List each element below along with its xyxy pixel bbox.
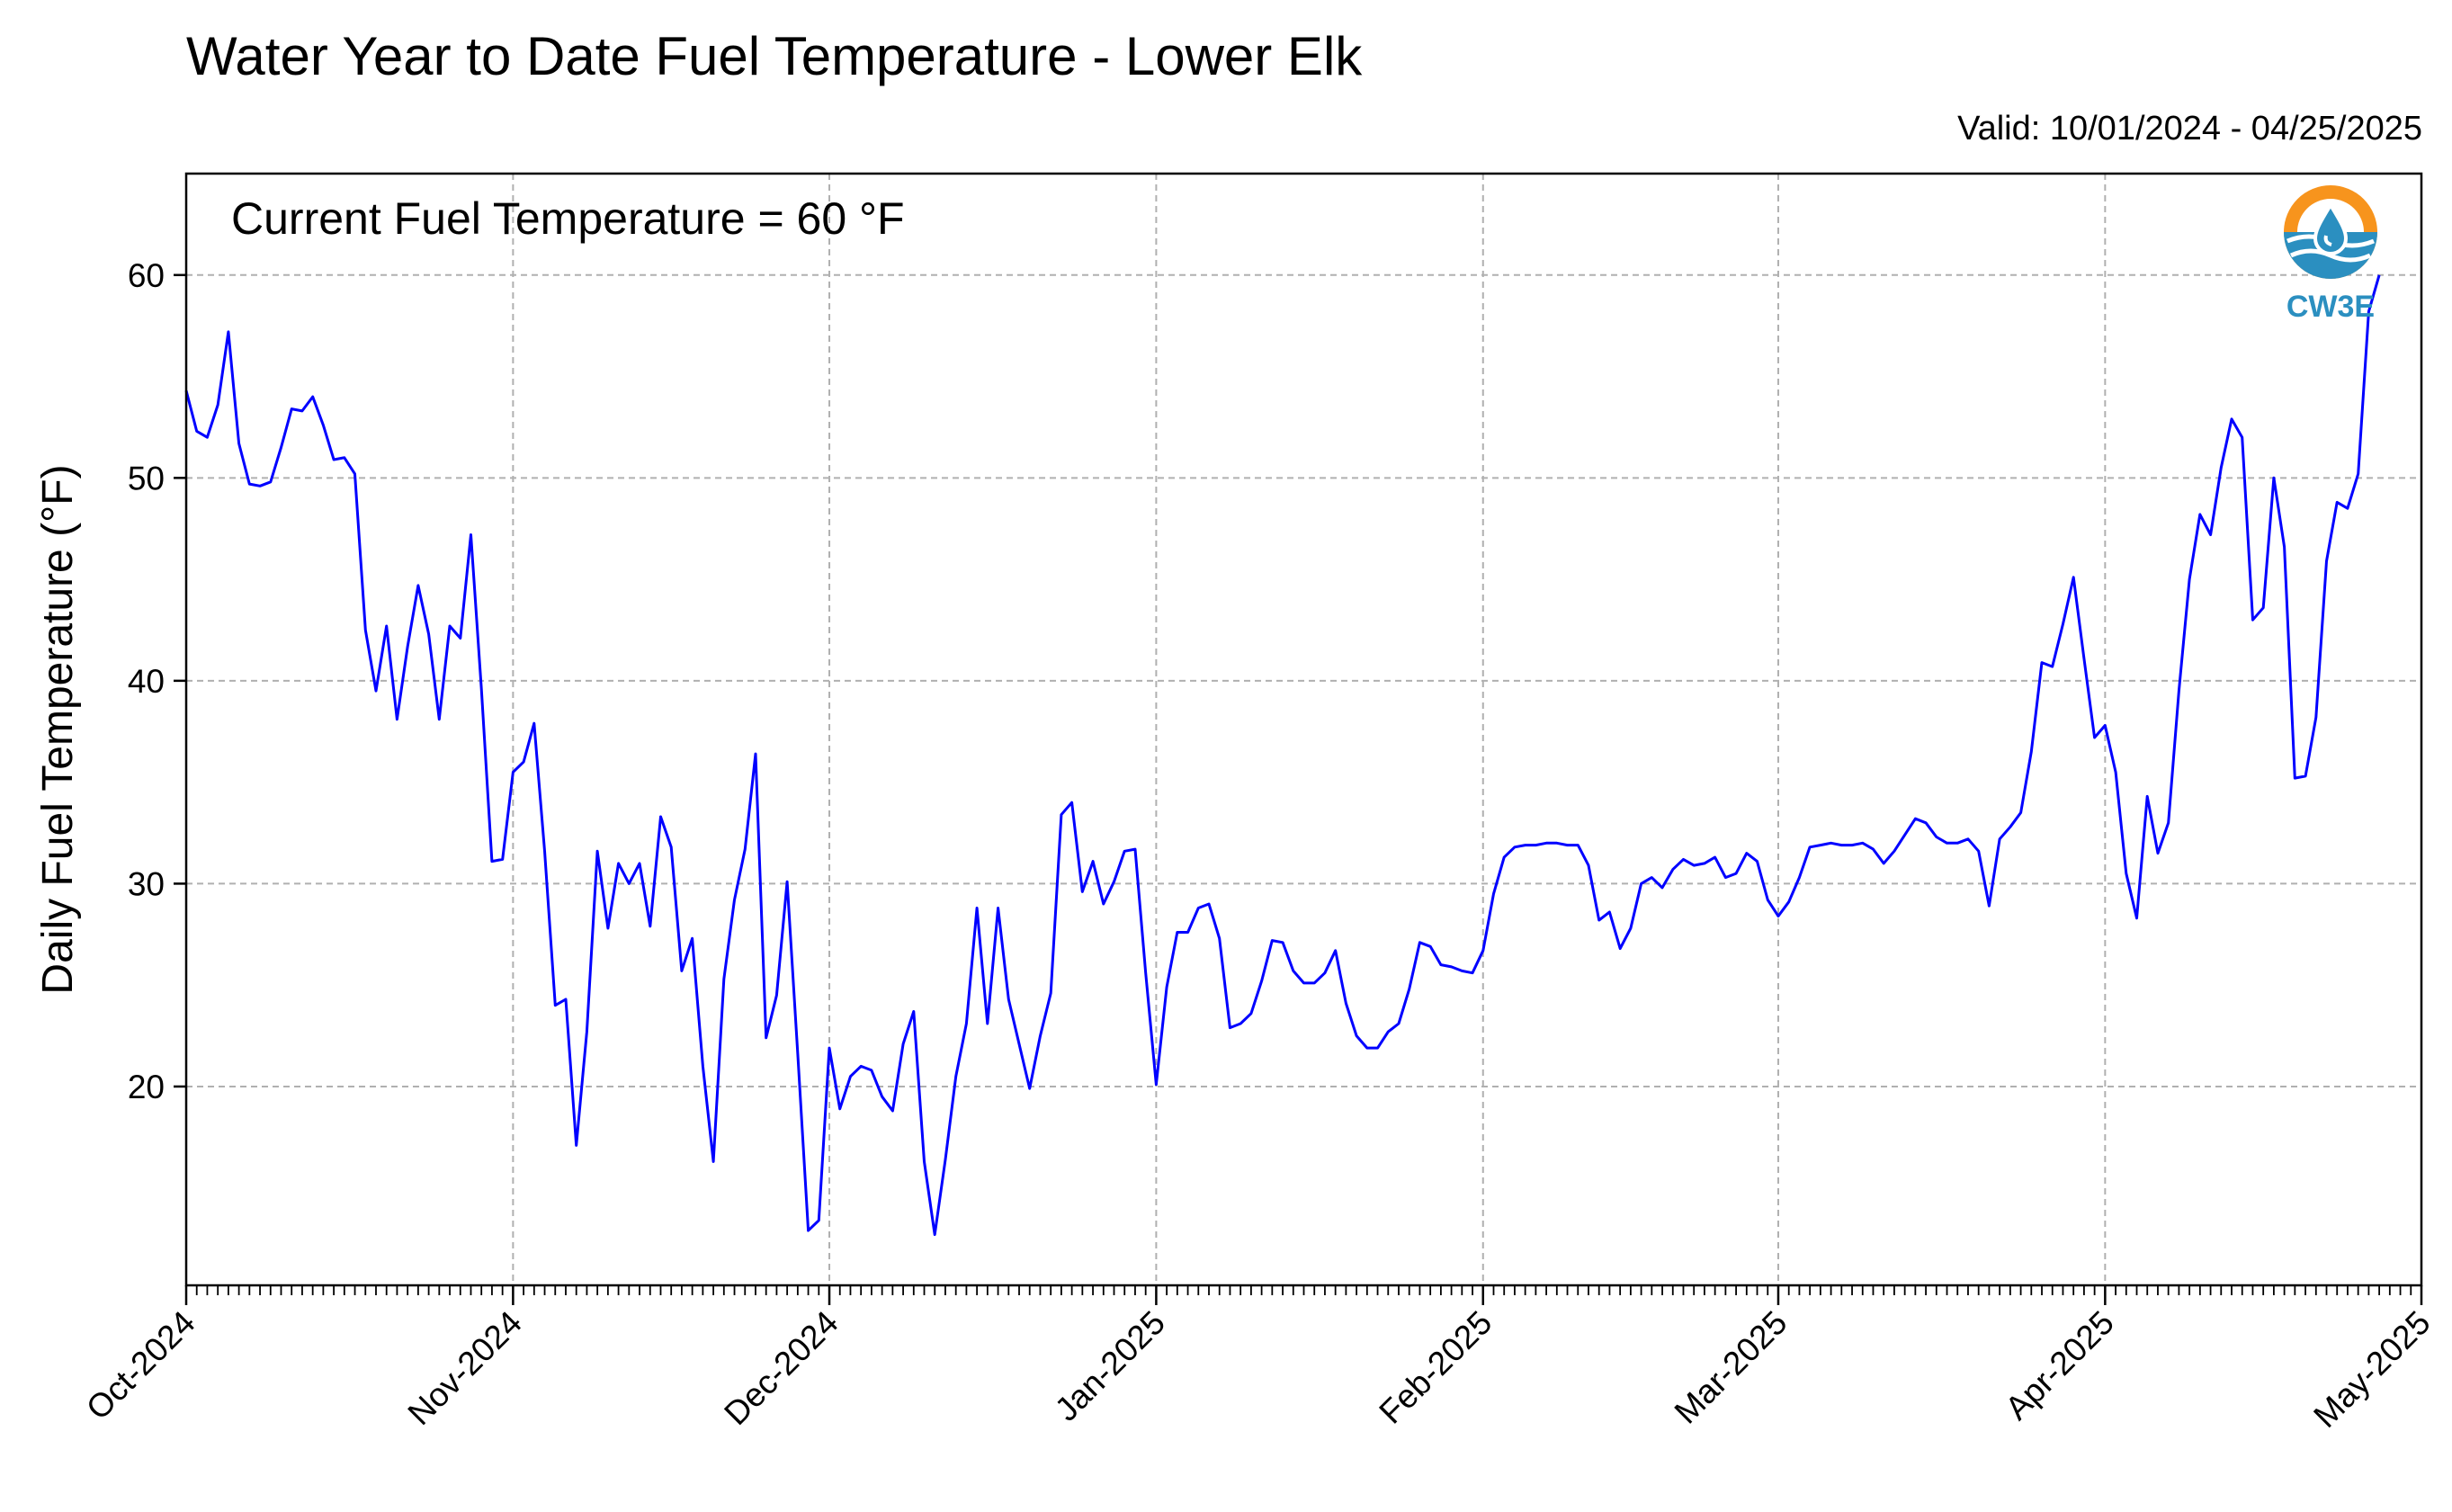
current-temperature-annotation: Current Fuel Temperature = 60 °F: [231, 193, 905, 244]
fuel-temperature-line: [184, 274, 2381, 1237]
grid-lines: [186, 174, 2421, 1285]
y-axis-label: Daily Fuel Temperature (°F): [34, 464, 82, 994]
x-tick-label: Oct-2024: [79, 1304, 202, 1427]
cw3e-logo: CW3E: [2284, 185, 2377, 324]
x-tick-label: May-2025: [2306, 1304, 2437, 1435]
valid-date-range: Valid: 10/01/2024 - 04/25/2025: [1957, 110, 2422, 148]
logo-text: CW3E: [2286, 290, 2375, 324]
y-tick-label: 60: [128, 257, 165, 294]
series-layer: [184, 274, 2381, 1237]
logo-drop-highlight: [2323, 235, 2332, 246]
axis-ticks: [174, 273, 2423, 1305]
x-tick-label: Feb-2025: [1372, 1304, 1499, 1431]
chart-title: Water Year to Date Fuel Temperature - Lo…: [186, 26, 1363, 86]
y-tick-label: 20: [128, 1069, 165, 1105]
y-tick-label: 50: [128, 460, 165, 497]
x-tick-label: Nov-2024: [401, 1304, 529, 1432]
y-tick-label: 30: [128, 865, 165, 902]
water-drop-icon: [2313, 201, 2349, 255]
y-tick-label: 40: [128, 663, 165, 700]
plot-frame: [184, 172, 2423, 1287]
x-tick-label: Dec-2024: [717, 1304, 845, 1432]
x-tick-label: Jan-2025: [1048, 1304, 1172, 1428]
axis-tick-labels: 20 30 40 50 60 Oct-2024 Nov-2024 Dec-2024 Jan-20…: [79, 257, 2438, 1435]
x-tick-label: Mar-2025: [1668, 1304, 1794, 1431]
x-tick-label: Apr-2025: [1998, 1304, 2121, 1427]
